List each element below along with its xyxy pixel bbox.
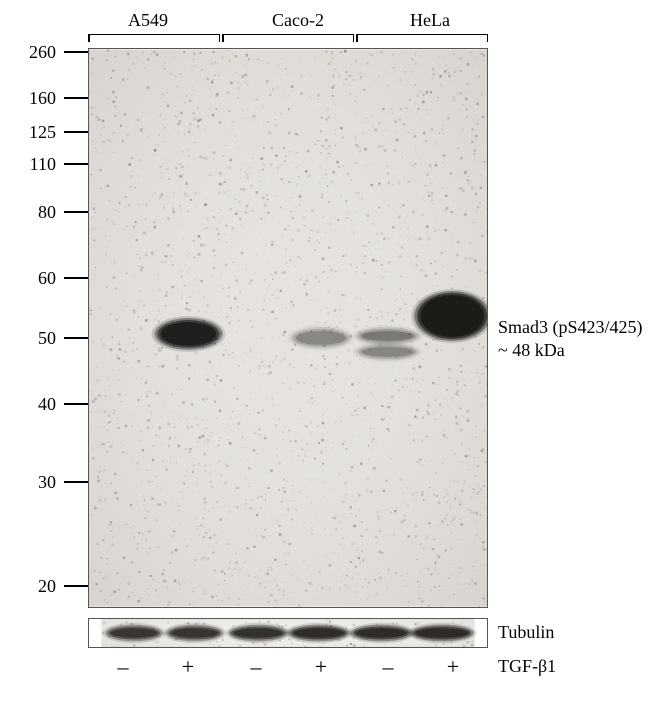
treatment-symbol-lane-4: – [374,654,402,680]
mw-value: 110 [30,154,56,175]
treatment-symbol-lane-2: – [242,654,270,680]
mw-tick [64,403,88,405]
smad3-label-line1: Smad3 (pS423/425) [498,316,643,339]
mw-value: 125 [29,122,56,143]
western-blot-figure: A549 Caco-2 HeLa 260 160 125 110 80 60 50 40 30 2… [0,0,650,704]
mw-marker-30: 30 [0,472,88,492]
treatment-symbol-lane-5: + [439,654,467,680]
mw-tick [64,163,88,165]
mw-value: 40 [38,394,56,415]
sample-label-hela: HeLa [410,10,450,31]
treatment-symbol-lane-0: – [109,654,137,680]
treatment-row: – + – + – + [88,654,488,682]
mw-tick [64,481,88,483]
mw-marker-20: 20 [0,576,88,596]
mw-marker-80: 80 [0,202,88,222]
sample-label-caco2: Caco-2 [272,10,324,31]
mw-tick [64,97,88,99]
mw-value: 60 [38,268,56,289]
mw-value: 50 [38,328,56,349]
mw-marker-160: 160 [0,88,88,108]
smad3-label: Smad3 (pS423/425) ~ 48 kDa [498,316,643,361]
mw-tick [64,131,88,133]
treatment-symbol-lane-3: + [307,654,335,680]
sample-labels-row: A549 Caco-2 HeLa [88,10,488,34]
mw-tick [64,51,88,53]
smad3-blot-svg [89,49,487,607]
smad3-blot-panel [88,48,488,608]
mw-marker-column: 260160125110806050403020 [0,48,88,608]
tubulin-label: Tubulin [498,622,554,643]
mw-value: 160 [29,88,56,109]
tubulin-strip [88,618,488,648]
bracket-caco2 [222,34,354,42]
mw-value: 80 [38,202,56,223]
mw-tick [64,337,88,339]
mw-tick [64,211,88,213]
mw-value: 260 [29,42,56,63]
smad3-label-line2: ~ 48 kDa [498,339,643,362]
mw-value: 30 [38,472,56,493]
treatment-label: TGF-β1 [498,656,556,677]
mw-marker-110: 110 [0,154,88,174]
mw-marker-50: 50 [0,328,88,348]
mw-value: 20 [38,576,56,597]
bracket-a549 [88,34,220,42]
mw-marker-260: 260 [0,42,88,62]
treatment-symbol-lane-1: + [174,654,202,680]
sample-label-a549: A549 [128,10,168,31]
bracket-hela [356,34,488,42]
mw-marker-125: 125 [0,122,88,142]
mw-tick [64,277,88,279]
mw-marker-60: 60 [0,268,88,288]
mw-tick [64,585,88,587]
tubulin-svg [89,619,487,647]
mw-marker-40: 40 [0,394,88,414]
